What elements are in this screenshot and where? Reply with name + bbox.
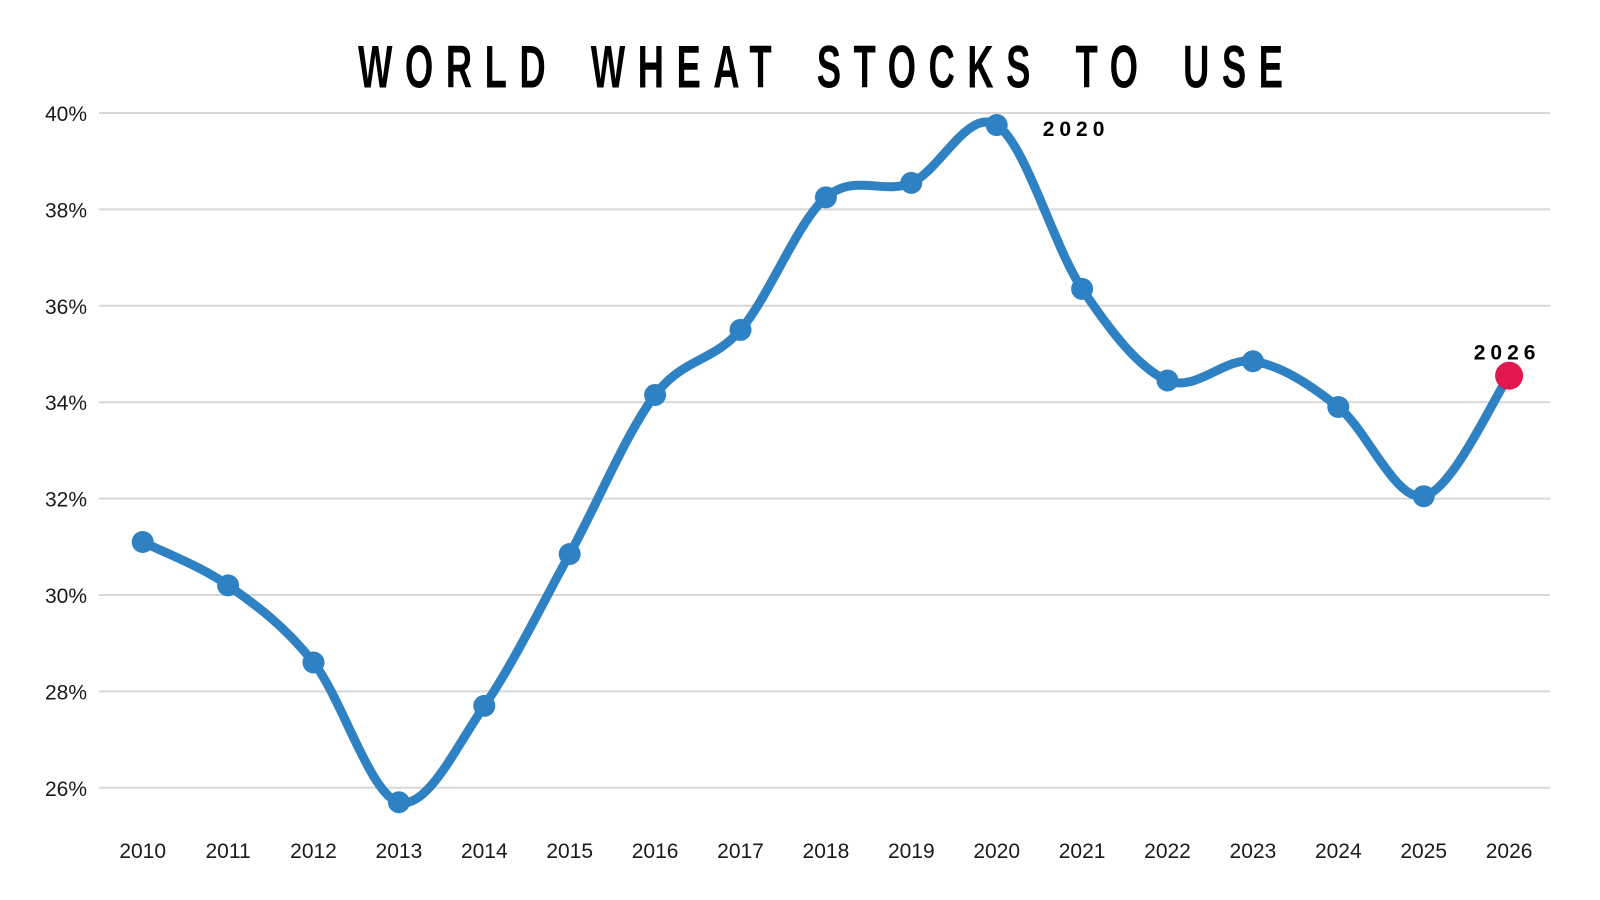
x-tick-label: 2018 (803, 840, 850, 863)
series-line (138, 117, 1514, 808)
x-tick-label: 2016 (632, 840, 679, 863)
annotation-2026: 2026 (1474, 342, 1541, 365)
x-tick-label: 2020 (973, 840, 1020, 863)
data-point (729, 318, 752, 341)
data-point (1156, 369, 1179, 392)
data-point (900, 171, 923, 194)
x-tick-label: 2024 (1315, 840, 1362, 863)
data-point (985, 114, 1008, 137)
data-point (1241, 350, 1264, 373)
y-tick-label: 36% (45, 296, 87, 319)
highlighted-data-point (1495, 361, 1524, 390)
y-tick-label: 38% (45, 199, 87, 222)
x-tick-label: 2012 (290, 840, 337, 863)
x-tick-label: 2019 (888, 840, 935, 863)
x-tick-label: 2013 (376, 840, 423, 863)
y-tick-label: 28% (45, 681, 87, 704)
x-tick-label: 2021 (1059, 840, 1106, 863)
data-point (387, 791, 410, 814)
x-tick-label: 2014 (461, 840, 508, 863)
y-tick-label: 30% (45, 585, 87, 608)
x-axis-labels: 2010 2011 2012 2013 2014 2015 2016 2017 2018 2019… (119, 840, 1532, 863)
data-point (558, 543, 581, 566)
data-point (131, 530, 154, 553)
x-tick-label: 2025 (1400, 840, 1447, 863)
data-points (131, 114, 1524, 814)
data-point (1412, 485, 1435, 508)
x-tick-label: 2015 (546, 840, 593, 863)
data-point (814, 186, 837, 209)
data-point (1071, 277, 1094, 300)
y-tick-label: 26% (45, 778, 87, 801)
y-axis-labels: 26% 28% 30% 32% 34% 36% 38% 40% (45, 103, 87, 801)
y-tick-label: 34% (45, 392, 87, 415)
x-tick-label: 2023 (1230, 840, 1277, 863)
y-tick-label: 40% (45, 103, 87, 126)
gridlines (99, 112, 1550, 789)
annotations: 2020 2026 (1043, 118, 1541, 365)
data-point (302, 651, 325, 674)
annotation-2020: 2020 (1043, 118, 1110, 141)
data-point (644, 383, 667, 406)
x-tick-label: 2026 (1486, 840, 1533, 863)
x-tick-label: 2010 (119, 840, 166, 863)
x-tick-label: 2022 (1144, 840, 1191, 863)
x-tick-label: 2011 (206, 840, 251, 863)
data-point (217, 574, 240, 597)
data-point (473, 694, 496, 717)
y-tick-label: 32% (45, 489, 87, 512)
x-tick-label: 2017 (717, 840, 764, 863)
data-point (1327, 396, 1350, 419)
